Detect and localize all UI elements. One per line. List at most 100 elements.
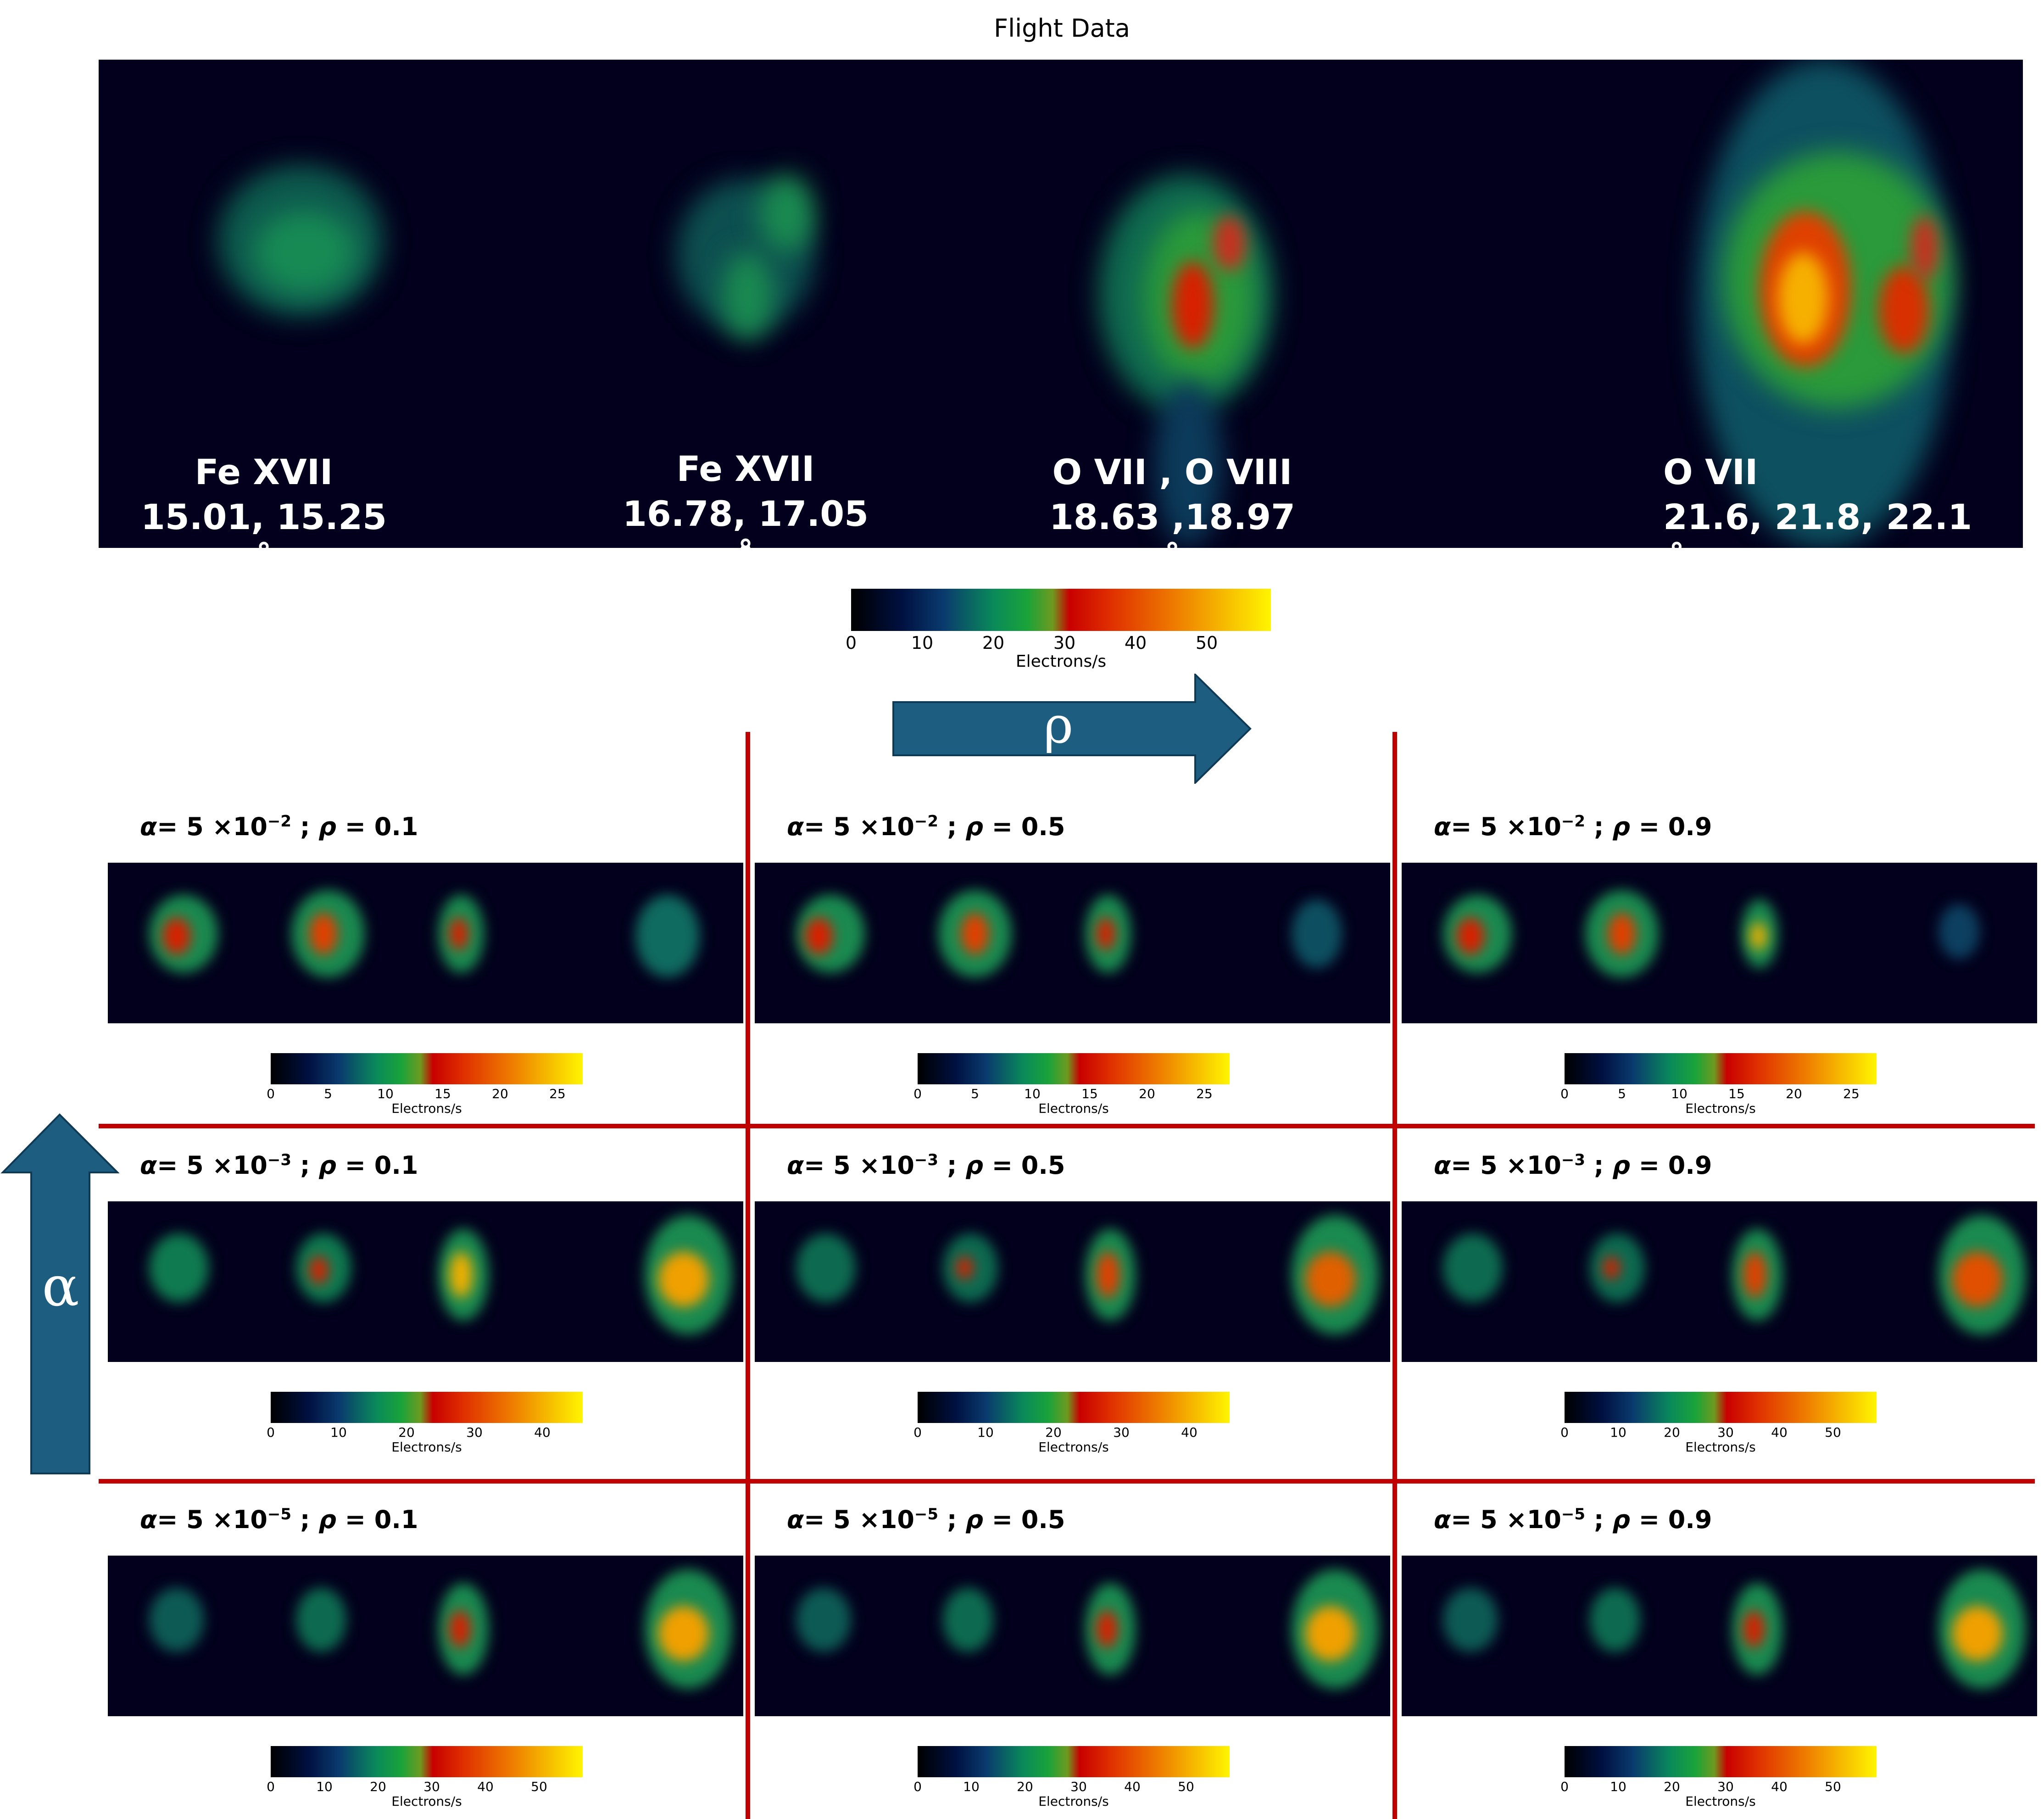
panel-colorbar-tick: 20 bbox=[398, 1425, 415, 1440]
flight-label-3: O VII , O VIII 18.63 ,18.97 Å bbox=[1049, 452, 1296, 548]
panel-colorbar-tick: 15 bbox=[1081, 1086, 1098, 1101]
panel-colorbar-unit: Electrons/s bbox=[1038, 1440, 1109, 1455]
panel-colorbar-unit: Electrons/s bbox=[1685, 1101, 1756, 1116]
panel-colorbar-unit: Electrons/s bbox=[1038, 1794, 1109, 1809]
panel-colorbar-tick: 20 bbox=[1045, 1425, 1062, 1440]
panel-spectral-image bbox=[108, 1556, 743, 1716]
main-colorbar-tick: 20 bbox=[982, 633, 1005, 653]
main-colorbar-tick: 10 bbox=[911, 633, 934, 653]
panel-colorbar-unit: Electrons/s bbox=[391, 1440, 462, 1455]
rho-label: ρ bbox=[1044, 696, 1074, 754]
panel-colorbar bbox=[918, 1053, 1230, 1084]
panel-colorbar-tick: 5 bbox=[324, 1086, 332, 1101]
panel-colorbar-tick: 10 bbox=[1671, 1086, 1688, 1101]
panel-colorbar bbox=[271, 1392, 583, 1423]
panel-colorbar-tick: 10 bbox=[316, 1779, 333, 1794]
panel-colorbar-tick: 20 bbox=[1017, 1779, 1033, 1794]
panel-spectral-image bbox=[755, 1201, 1390, 1362]
panel-spectral-image bbox=[755, 1556, 1390, 1716]
panel-colorbar-tick: 5 bbox=[971, 1086, 979, 1101]
panel-colorbar-tick: 0 bbox=[267, 1425, 275, 1440]
panel-colorbar-tick: 40 bbox=[1181, 1425, 1197, 1440]
panel-colorbar-tick: 20 bbox=[492, 1086, 508, 1101]
panel-colorbar-tick: 50 bbox=[1825, 1425, 1841, 1440]
panel-colorbar-tick: 40 bbox=[534, 1425, 551, 1440]
flight-label-1: Fe XVII 15.01, 15.25 Å bbox=[140, 452, 387, 548]
panel-colorbar-tick: 40 bbox=[1124, 1779, 1141, 1794]
panel-colorbar-tick: 10 bbox=[1610, 1425, 1626, 1440]
panel-colorbar-unit: Electrons/s bbox=[391, 1794, 462, 1809]
panel-title: α= 5 ×10−5 ; ρ = 0.5 bbox=[787, 1505, 1065, 1534]
grid-divider-vertical bbox=[746, 732, 750, 1819]
flight-data-image: Fe XVII 15.01, 15.25 Å Fe XVII 16.78, 17… bbox=[99, 60, 2023, 548]
panel-colorbar-tick: 25 bbox=[1196, 1086, 1213, 1101]
panel-colorbar-tick: 15 bbox=[1728, 1086, 1745, 1101]
panel-colorbar bbox=[918, 1746, 1230, 1777]
panel-spectral-image bbox=[108, 1201, 743, 1362]
panel-colorbar-tick: 10 bbox=[1610, 1779, 1626, 1794]
main-colorbar-tick: 40 bbox=[1124, 633, 1147, 653]
grid-divider-horizontal bbox=[99, 1124, 2035, 1128]
panel-colorbar-tick: 0 bbox=[267, 1779, 275, 1794]
main-colorbar bbox=[851, 589, 1271, 631]
panel-colorbar-tick: 25 bbox=[1843, 1086, 1860, 1101]
grid-divider-horizontal bbox=[99, 1479, 2035, 1484]
panel-colorbar-tick: 5 bbox=[1618, 1086, 1626, 1101]
panel-colorbar bbox=[271, 1053, 583, 1084]
panel-title: α= 5 ×10−5 ; ρ = 0.9 bbox=[1434, 1505, 1712, 1534]
panel-colorbar-tick: 10 bbox=[977, 1425, 994, 1440]
panel-title: α= 5 ×10−5 ; ρ = 0.1 bbox=[140, 1505, 418, 1534]
grid-divider-vertical bbox=[1392, 732, 1397, 1819]
panel-colorbar bbox=[1565, 1392, 1877, 1423]
panel-colorbar-tick: 20 bbox=[1786, 1086, 1802, 1101]
panel-colorbar-tick: 30 bbox=[1070, 1779, 1087, 1794]
panel-colorbar-tick: 20 bbox=[1664, 1779, 1680, 1794]
panel-colorbar-tick: 0 bbox=[913, 1425, 922, 1440]
panel-colorbar bbox=[271, 1746, 583, 1777]
panel-colorbar-unit: Electrons/s bbox=[1685, 1794, 1756, 1809]
panel-colorbar-unit: Electrons/s bbox=[1038, 1101, 1109, 1116]
panel-title: α= 5 ×10−2 ; ρ = 0.9 bbox=[1434, 812, 1712, 841]
panel-colorbar-tick: 20 bbox=[1664, 1425, 1680, 1440]
panel-colorbar-tick: 0 bbox=[913, 1086, 922, 1101]
panel-spectral-image bbox=[755, 863, 1390, 1023]
alpha-label: α bbox=[42, 1255, 79, 1319]
panel-spectral-image bbox=[1402, 1201, 2037, 1362]
panel-colorbar-tick: 0 bbox=[1560, 1779, 1569, 1794]
panel-spectral-image bbox=[108, 863, 743, 1023]
page-title: Flight Data bbox=[994, 14, 1130, 43]
panel-colorbar-unit: Electrons/s bbox=[1685, 1440, 1756, 1455]
panel-spectral-image bbox=[1402, 1556, 2037, 1716]
flight-label-2: Fe XVII 16.78, 17.05 Å bbox=[622, 448, 869, 548]
panel-title: α= 5 ×10−3 ; ρ = 0.1 bbox=[140, 1151, 418, 1180]
alpha-arrow: α bbox=[0, 1113, 119, 1474]
panel-title: α= 5 ×10−3 ; ρ = 0.5 bbox=[787, 1151, 1065, 1180]
flight-label-4: O VII 21.6, 21.8, 22.1 Å bbox=[1663, 452, 1972, 548]
panel-title: α= 5 ×10−2 ; ρ = 0.5 bbox=[787, 812, 1065, 841]
panel-colorbar-tick: 10 bbox=[963, 1779, 980, 1794]
panel-colorbar-tick: 15 bbox=[434, 1086, 451, 1101]
panel-colorbar bbox=[1565, 1746, 1877, 1777]
main-colorbar-tick: 30 bbox=[1053, 633, 1076, 653]
panel-colorbar-tick: 20 bbox=[370, 1779, 386, 1794]
panel-colorbar-tick: 0 bbox=[913, 1779, 922, 1794]
panel-colorbar-tick: 0 bbox=[267, 1086, 275, 1101]
panel-colorbar-tick: 30 bbox=[423, 1779, 440, 1794]
panel-colorbar-tick: 50 bbox=[1825, 1779, 1841, 1794]
main-colorbar-tick: 0 bbox=[845, 633, 857, 653]
panel-colorbar-tick: 40 bbox=[1771, 1779, 1788, 1794]
panel-colorbar-tick: 50 bbox=[531, 1779, 547, 1794]
panel-spectral-image bbox=[1402, 863, 2037, 1023]
panel-title: α= 5 ×10−3 ; ρ = 0.9 bbox=[1434, 1151, 1712, 1180]
panel-colorbar-tick: 30 bbox=[466, 1425, 483, 1440]
panel-title: α= 5 ×10−2 ; ρ = 0.1 bbox=[140, 812, 418, 841]
main-colorbar-axis: 0 10 20 30 40 50 Electrons/s bbox=[846, 631, 1271, 672]
panel-colorbar-tick: 50 bbox=[1178, 1779, 1194, 1794]
rho-arrow: ρ bbox=[892, 674, 1252, 784]
panel-colorbar-tick: 40 bbox=[1771, 1425, 1788, 1440]
main-colorbar-unit: Electrons/s bbox=[1015, 652, 1107, 671]
panel-colorbar-tick: 0 bbox=[1560, 1425, 1569, 1440]
panel-colorbar-tick: 40 bbox=[477, 1779, 494, 1794]
panel-colorbar bbox=[918, 1392, 1230, 1423]
panel-colorbar-tick: 30 bbox=[1717, 1779, 1734, 1794]
